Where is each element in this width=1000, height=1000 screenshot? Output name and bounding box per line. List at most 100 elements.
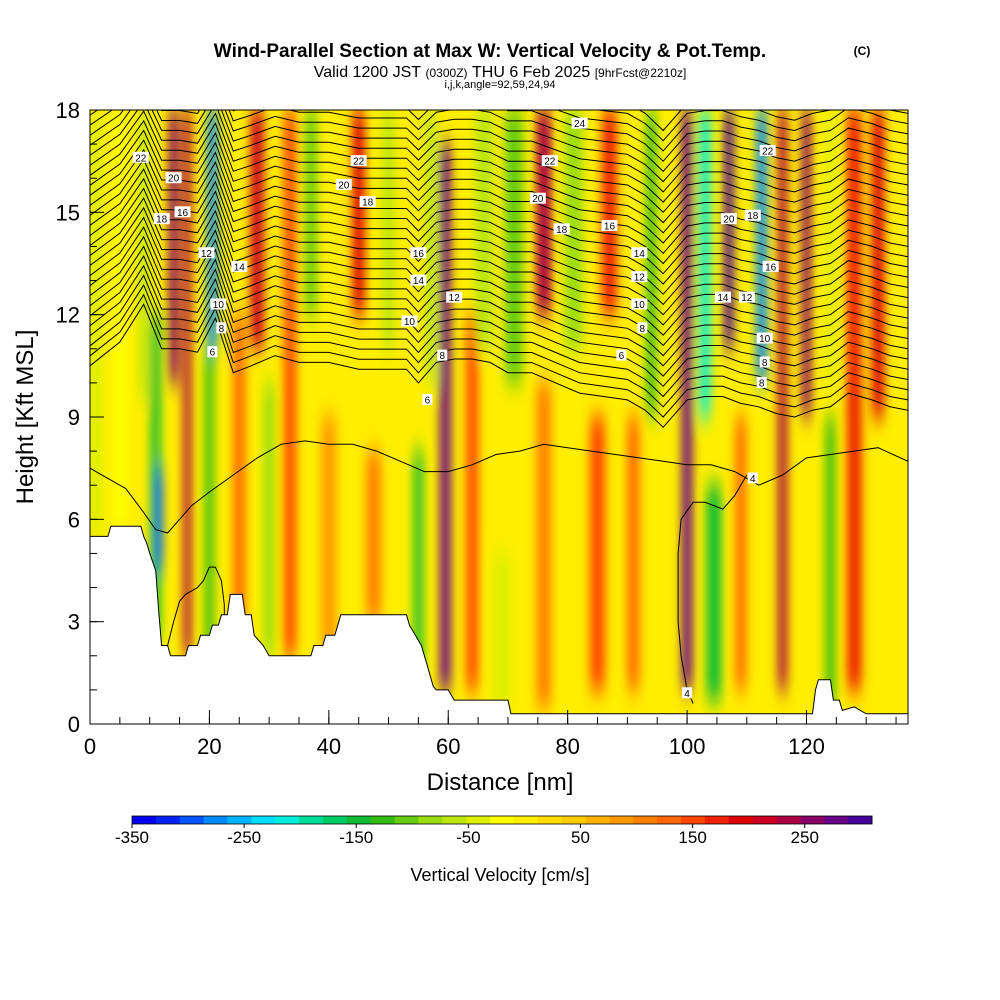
colorbar-swatch-18 [561, 816, 587, 824]
theta-contour-11 [90, 197, 908, 316]
theta-contour-7 [90, 235, 908, 357]
y-tick-label: 6 [68, 507, 80, 532]
velocity-band-1 [112, 110, 128, 527]
colorbar-label: Vertical Velocity [cm/s] [410, 865, 589, 885]
velocity-band-24 [504, 110, 523, 383]
theta-contour-8 [90, 226, 908, 347]
velocity-band-5 [168, 110, 179, 383]
theta-contour-28 [594, 110, 908, 142]
x-axis-label: Distance [nm] [427, 769, 574, 796]
velocity-band-8 [204, 348, 214, 656]
colorbar-swatch-21 [633, 816, 658, 824]
colorbar: -350 -250 -150 -50 50 150 250 [115, 815, 873, 847]
contour-label-31: 16 [762, 260, 779, 273]
velocity-band-0 [90, 110, 102, 537]
theta-contour-27 [418, 110, 908, 152]
velocity-band-17 [382, 110, 395, 349]
velocity-band-31 [627, 417, 640, 690]
theta-contour-hill [167, 566, 225, 646]
theta-contour-2 [90, 284, 908, 408]
x-tick-label: 60 [436, 734, 460, 759]
colorbar-swatch-15 [490, 816, 515, 824]
velocity-band-20 [439, 144, 451, 690]
velocity-band-30 [646, 110, 657, 417]
y-tick-label: 18 [56, 98, 80, 123]
contour-label-5: 14 [231, 260, 248, 273]
velocity-band-6 [183, 110, 192, 656]
colorbar-swatch-11 [394, 816, 419, 824]
velocity-band-18 [413, 451, 423, 690]
velocity-band-14 [321, 417, 337, 656]
theta-contour-10 [90, 206, 908, 326]
colorbar-swatch-10 [370, 816, 396, 824]
theta-contour-4 [90, 264, 908, 388]
contour-label-text: 14 [717, 293, 729, 304]
theta-contour-9 [90, 216, 908, 336]
theta-contour-15 [90, 158, 908, 275]
colorbar-swatch-1 [155, 816, 181, 824]
theta-contour-17 [90, 139, 908, 255]
contour-label-25: 10 [631, 298, 648, 311]
contour-label-35: 8 [759, 356, 770, 369]
contour-label-3: 16 [174, 206, 191, 219]
velocity-band-19 [424, 110, 436, 383]
velocity-band-21 [466, 314, 479, 690]
y-tick-label: 15 [56, 200, 80, 225]
contour-label-text: 6 [210, 348, 216, 359]
theta-contour-19 [90, 119, 908, 234]
contour-label-17: 6 [422, 393, 433, 406]
colorbar-swatch-30 [848, 816, 873, 824]
contour-label-text: 10 [634, 300, 646, 311]
colorbar-tick-label: -350 [115, 828, 149, 847]
contour-label-text: 18 [362, 198, 374, 209]
contour-label-2: 18 [153, 213, 170, 226]
theta-contour-6 [90, 245, 908, 367]
velocity-band-42 [846, 110, 862, 690]
velocity-band-9 [233, 314, 246, 656]
colorbar-swatch-29 [824, 816, 849, 824]
contour-label-text: 10 [404, 317, 416, 328]
subtitle-valid: Valid 1200 JST [314, 64, 422, 81]
velocity-band-41 [825, 110, 835, 383]
velocity-band-37 [756, 110, 767, 383]
contour-label-text: 14 [234, 262, 246, 273]
colorbar-swatch-2 [179, 816, 205, 824]
contour-label-text: 24 [574, 119, 586, 130]
contour-label-text: 16 [413, 249, 425, 260]
contour-label-12: 16 [410, 247, 427, 260]
colorbar-swatch-7 [299, 816, 324, 824]
colorbar-swatch-0 [132, 816, 157, 824]
contour-label-15: 10 [401, 315, 418, 328]
velocity-band-35 [724, 110, 734, 349]
colorbar-swatch-9 [346, 816, 372, 824]
theta-contour-18 [90, 129, 908, 244]
chart-subtitle: Valid 1200 JST (0300Z) THU 6 Feb 2025 [9… [314, 64, 687, 81]
contour-label-text: 8 [759, 378, 765, 389]
terrain [90, 525, 908, 724]
colorbar-swatch-23 [681, 816, 706, 824]
contour-label-9: 22 [350, 155, 367, 168]
velocity-band-27 [564, 110, 583, 349]
theta-contour-12 [90, 187, 908, 306]
velocity-band-26 [536, 382, 552, 707]
contour-label-text: 12 [201, 249, 213, 260]
contour-label-1: 20 [165, 172, 182, 185]
colorbar-swatch-8 [322, 816, 348, 824]
contour-label-27: 6 [616, 349, 627, 362]
contour-label-text: 20 [338, 181, 350, 192]
colorbar-swatch-4 [227, 816, 252, 824]
colorbar-swatch-24 [704, 816, 730, 824]
x-tick-label: 80 [555, 734, 579, 759]
colorbar-swatch-22 [657, 816, 682, 824]
colorbar-swatch-25 [728, 816, 754, 824]
contour-labels: 22 20 18 16 12 14 10 8 6 22 20 18 16 14 12 10 8 6 24 22 20 18… [132, 117, 779, 700]
colorbar-swatch-14 [466, 816, 491, 824]
contour-label-text: 16 [765, 262, 777, 273]
contour-label-18: 24 [571, 117, 588, 130]
subtitle-indices: i,j,k,angle=92,59,24,94 [444, 79, 555, 91]
contour-label-text: 12 [449, 293, 461, 304]
contour-label-text: 18 [747, 211, 759, 222]
theta-contour-23 [90, 110, 908, 193]
colorbar-tick-label: -250 [227, 828, 261, 847]
contour-label-6: 10 [210, 298, 227, 311]
